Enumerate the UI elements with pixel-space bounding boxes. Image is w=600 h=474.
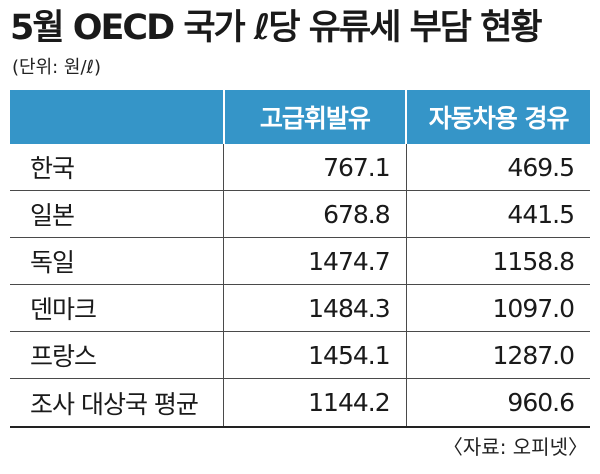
row-label: 독일 bbox=[30, 248, 75, 277]
column-separator bbox=[405, 285, 407, 331]
row-label: 덴마크 bbox=[30, 295, 97, 324]
premium-value: 678.8 bbox=[323, 199, 391, 229]
column-separator bbox=[223, 332, 225, 378]
column-separator bbox=[223, 238, 225, 284]
row-label: 프랑스 bbox=[30, 342, 97, 371]
column-separator bbox=[223, 144, 225, 190]
diesel-value: 441.5 bbox=[507, 199, 575, 229]
premium-value: 1144.2 bbox=[308, 388, 390, 417]
premium-value: 1474.7 bbox=[308, 246, 390, 276]
header-separator bbox=[222, 90, 225, 144]
column-separator bbox=[405, 144, 407, 190]
column-separator bbox=[405, 191, 407, 237]
column-separator bbox=[223, 191, 225, 237]
row-label: 조사 대상국 평균 bbox=[30, 389, 199, 419]
header-blank-cell bbox=[10, 90, 223, 144]
diesel-value: 1158.8 bbox=[492, 246, 575, 276]
unit-label: (단위: 원/ℓ) bbox=[12, 57, 102, 78]
diesel-value: 960.6 bbox=[507, 388, 575, 417]
table-row: 덴마크 1484.3 1097.0 bbox=[10, 285, 590, 332]
table-row: 일본 678.8 441.5 bbox=[10, 191, 590, 238]
diesel-value: 469.5 bbox=[507, 152, 575, 182]
row-label: 일본 bbox=[30, 201, 75, 230]
source-note: 〈자료: 오피넷〉 bbox=[442, 435, 588, 459]
row-label: 한국 bbox=[30, 154, 75, 183]
column-separator bbox=[223, 285, 225, 331]
premium-value: 1454.1 bbox=[308, 340, 390, 370]
column-separator bbox=[223, 379, 225, 426]
table-row: 독일 1474.7 1158.8 bbox=[10, 238, 590, 285]
table-row: 한국 767.1 469.5 bbox=[10, 144, 590, 191]
header-premium-gasoline: 고급휘발유 bbox=[259, 104, 371, 133]
premium-value: 767.1 bbox=[323, 152, 391, 182]
header-diesel: 자동차용 경유 bbox=[428, 104, 570, 133]
column-separator bbox=[405, 332, 407, 378]
column-separator bbox=[405, 379, 407, 426]
diesel-value: 1097.0 bbox=[492, 293, 575, 323]
header-separator bbox=[405, 90, 408, 144]
chart-title: 5월 OECD 국가 ℓ당 유류세 부담 현황 bbox=[10, 8, 543, 48]
premium-value: 1484.3 bbox=[308, 293, 390, 323]
table-header: 고급휘발유 자동차용 경유 bbox=[10, 90, 590, 144]
diesel-value: 1287.0 bbox=[492, 340, 575, 370]
table-row: 프랑스 1454.1 1287.0 bbox=[10, 332, 590, 379]
data-table: 고급휘발유 자동차용 경유 한국 767.1 469.5 일본 678.8 44… bbox=[10, 90, 590, 428]
table-row: 조사 대상국 평균 1144.2 960.6 bbox=[10, 379, 590, 428]
column-separator bbox=[405, 238, 407, 284]
